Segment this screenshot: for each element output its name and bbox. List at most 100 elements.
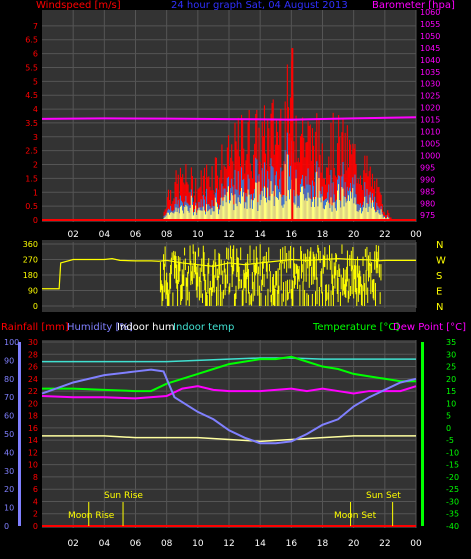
wind-axis-tick-label: 4.5 [25, 91, 38, 100]
direction-axis-tick-label: 360 [23, 240, 38, 249]
wind-mean-bar [284, 204, 285, 220]
baro-axis-tick-label: 1000 [420, 151, 440, 160]
wind-mean-bar [325, 205, 326, 220]
x-tick-label-top: 02 [67, 230, 78, 240]
wind-mean-bar [350, 191, 351, 220]
wind-mean-bar [206, 204, 207, 220]
wind-mean-bar [381, 209, 382, 220]
wind-mean-bar [229, 203, 230, 220]
wind-mean-bar [217, 207, 218, 220]
x-tick-label-bottom: 08 [161, 539, 173, 549]
wind-mean-bar [306, 201, 307, 220]
wind-mean-bar [280, 194, 281, 220]
wind-axis-tick-label: 6 [33, 50, 38, 59]
humidity-axis-tick-label: 100 [4, 338, 19, 347]
temp-axis-tick-label: 30 [446, 350, 456, 359]
wind-mean-bar [293, 203, 294, 220]
temp-axis-tick-label: 25 [446, 363, 456, 372]
wind-mean-bar [180, 207, 181, 220]
wind-mean-bar [328, 203, 329, 220]
wind-mean-bar [303, 194, 304, 220]
wind-mean-bar [252, 209, 253, 220]
rain-axis-tick-label: 26 [28, 363, 38, 372]
wind-mean-bar [326, 202, 327, 220]
temp-axis-tick-label: -15 [446, 461, 459, 470]
x-tick-label-top: 00 [410, 230, 422, 240]
wind-mean-bar [221, 197, 222, 220]
temp-axis-tick-label: 10 [446, 399, 456, 408]
wind-mean-bar [348, 195, 349, 220]
temp-axis-tick-label: -30 [446, 497, 459, 506]
wind-mean-bar [365, 208, 366, 220]
baro-axis-tick-label: 1020 [420, 104, 440, 113]
wind-mean-bar [310, 199, 311, 220]
wind-mean-bar [224, 197, 225, 220]
wind-mean-bar [225, 195, 226, 220]
wind-mean-bar [214, 211, 215, 220]
wind-mean-bar [232, 195, 233, 220]
wind-mean-bar [366, 203, 367, 220]
wind-mean-bar [248, 189, 249, 220]
wind-mean-bar [188, 211, 189, 220]
wind-mean-bar [277, 198, 278, 220]
wind-mean-bar [285, 164, 286, 220]
wind-mean-bar [249, 195, 250, 220]
x-tick-label-bottom: 04 [99, 539, 111, 549]
wind-mean-bar [329, 208, 330, 220]
humidity-axis-tick-label: 0 [4, 522, 9, 531]
baro-axis-tick-label: 985 [420, 187, 435, 196]
temp-axis-tick-label: -5 [446, 436, 454, 445]
wind-mean-bar [308, 193, 309, 220]
wind-axis-tick-label: 4 [33, 105, 38, 114]
graph-title: 24 hour graph Sat, 04 August 2013 [171, 0, 348, 11]
wind-mean-bar [339, 200, 340, 220]
rain-axis-tick-label: 10 [28, 461, 38, 470]
wind-mean-bar [263, 196, 264, 220]
wind-mean-bar [262, 191, 263, 220]
wind-mean-bar [360, 208, 361, 220]
rain-axis-tick-label: 6 [33, 485, 38, 494]
wind-mean-bar [313, 197, 314, 220]
wind-mean-bar [191, 196, 192, 220]
wind-mean-bar [269, 200, 270, 220]
wind-mean-bar [338, 184, 339, 220]
temp-axis-tick-label: 0 [446, 424, 451, 433]
wind-mean-bar [200, 210, 201, 220]
wind-mean-bar [216, 202, 217, 220]
wind-mean-bar [264, 186, 265, 220]
rain-axis-tick-label: 0 [33, 522, 38, 531]
dewpoint-label: Dew Point [°C] [393, 322, 466, 333]
wind-mean-bar [265, 198, 266, 220]
wind-mean-bar [168, 213, 169, 220]
wind-mean-bar [220, 205, 221, 220]
wind-mean-bar [257, 211, 258, 220]
wind-mean-bar [300, 192, 301, 220]
wind-mean-bar [272, 194, 273, 220]
wind-mean-bar [167, 213, 168, 220]
wind-mean-bar [298, 206, 299, 220]
wind-mean-bar [237, 206, 238, 220]
wind-mean-bar [186, 206, 187, 220]
wind-mean-bar [242, 196, 243, 220]
wind-mean-bar [230, 201, 231, 220]
wind-mean-bar [177, 212, 178, 220]
wind-mean-bar [351, 198, 352, 220]
humidity-axis-tick-label: 40 [4, 448, 14, 457]
wind-mean-bar [368, 212, 369, 220]
wind-mean-bar [170, 213, 171, 220]
wind-mean-bar [332, 212, 333, 220]
x-tick-label-bottom: 22 [379, 539, 390, 549]
wind-mean-bar [302, 186, 303, 220]
wind-mean-bar [203, 206, 204, 220]
wind-mean-bar [182, 210, 183, 220]
wind-mean-bar [344, 206, 345, 220]
wind-mean-bar [213, 211, 214, 220]
wind-mean-bar [202, 211, 203, 220]
wind-mean-bar [349, 201, 350, 220]
direction-letter-label: N [436, 240, 443, 251]
wind-mean-bar [258, 182, 259, 220]
wind-mean-bar [246, 209, 247, 220]
wind-mean-bar [320, 198, 321, 220]
wind-axis-tick-label: 3.5 [25, 119, 38, 128]
